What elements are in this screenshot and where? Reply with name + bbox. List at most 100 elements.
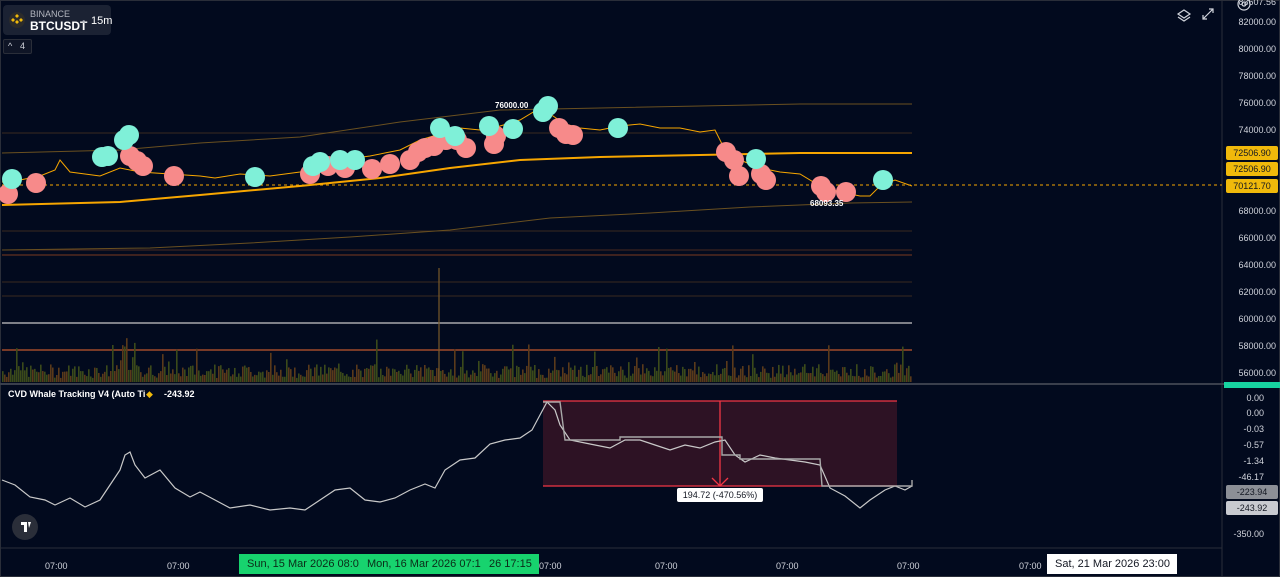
volume-bar [150,365,152,382]
volume-bar [686,376,688,382]
bull-signal-dot [479,116,499,136]
cvd-line [1,401,913,511]
volume-bar [386,366,388,382]
price-axis-label: 66000.00 [1238,233,1276,243]
symbol-header[interactable]: BINANCE BTCUSDT • 15m [3,5,113,35]
volume-bar [416,365,418,382]
volume-bar [22,362,24,382]
volume-bar [450,369,452,382]
volume-bar [796,374,798,382]
bear-signal-dot [756,170,776,190]
volume-bar [314,367,316,382]
volume-bar [880,375,882,382]
volume-bar [136,365,138,382]
volume-bar [210,369,212,382]
volume-bar [792,375,794,382]
volume-bar [544,377,546,382]
volume-bar [216,377,218,382]
volume-bar [694,362,696,382]
indicators-collapse-button[interactable]: ^ 4 [3,39,32,54]
volume-bar [648,370,650,382]
bull-signal-dot [119,125,139,145]
volume-bar [218,366,220,382]
volume-bar [28,376,30,382]
settings-icon[interactable] [1236,0,1252,12]
volume-bar [678,373,680,382]
volume-bar [816,368,818,382]
volume-bar [168,361,170,382]
volume-bar [262,371,264,382]
bear-signal-dot [0,184,18,204]
volume-bar [840,376,842,382]
volume-bar [760,371,762,382]
volume-bar [294,367,296,382]
volume-bar [738,375,740,382]
volume-bar [100,376,102,382]
volume-bar [878,375,880,382]
bull-signal-dot [430,118,450,138]
bull-signal-dot [310,152,330,172]
volume-bar [592,367,594,382]
volume-bar [842,367,844,382]
volume-bar [96,367,98,382]
volume-bar [528,344,530,382]
volume-bar [374,364,376,382]
volume-bar [134,342,136,382]
volume-bar [94,367,96,382]
volume-bar [310,368,312,382]
volume-bar [166,375,168,382]
volume-bar [588,375,590,382]
volume-bar [34,368,36,382]
volume-bar [638,368,640,382]
volume-bar [50,364,52,382]
bear-signal-dot [816,182,836,202]
volume-bar [508,369,510,382]
volume-bar [810,373,812,382]
volume-bar [178,373,180,382]
volume-bar [62,371,64,382]
tradingview-logo-icon[interactable] [12,514,38,540]
timeframe-label[interactable]: 15m [91,15,113,27]
volume-bar [208,371,210,382]
volume-bar [240,376,242,382]
volume-bar [582,375,584,382]
volume-bar [98,372,100,382]
layers-icon[interactable] [1176,8,1192,24]
volume-bar [534,365,536,382]
volume-bar [740,368,742,382]
price-tag: 72506.90 [1226,146,1278,160]
volume-bar [824,376,826,382]
time-highlight-crosshair: Sat, 21 Mar 2026 23:00 [1047,554,1177,574]
volume-bar [348,376,350,382]
bear-signal-dot [380,154,400,174]
expand-icon[interactable] [1200,6,1216,22]
volume-bar [110,371,112,382]
volume-bar [52,367,54,382]
volume-bar [718,375,720,382]
volume-bar [158,373,160,382]
volume-bar [380,368,382,382]
volume-bar [32,369,34,382]
volume-bar [288,367,290,382]
volume-bar [776,373,778,382]
bear-signal-dot [729,166,749,186]
bull-signal-dot [98,146,118,166]
volume-bar [264,377,266,382]
price-axis-label: 62000.00 [1238,287,1276,297]
volume-bar [434,376,436,382]
volume-bar [296,377,298,382]
volume-bar [868,376,870,382]
volume-bar [522,369,524,382]
volume-bar [484,365,486,382]
volume-bar [772,366,774,382]
indicator-title[interactable]: CVD Whale Tracking V4 (Auto Ti [8,389,146,399]
volume-bar [674,371,676,382]
volume-bar [876,377,878,382]
cvd-step-line [543,401,913,487]
volume-bar [268,371,270,382]
volume-bar [76,376,78,382]
volume-bar [440,370,442,382]
volume-bar [430,369,432,382]
